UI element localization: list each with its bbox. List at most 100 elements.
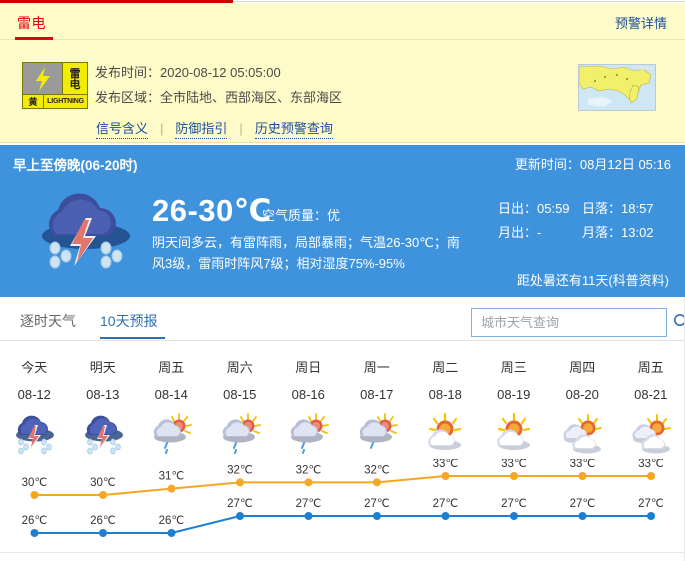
high-temp-point[interactable] bbox=[167, 484, 176, 493]
alert-detail-link[interactable]: 预警详情 bbox=[614, 16, 667, 31]
top-red-accent bbox=[0, 0, 233, 3]
alert-links: 信号含义 | 防御指引 | 历史预警查询 bbox=[96, 118, 333, 139]
high-temp-point[interactable] bbox=[373, 478, 381, 487]
low-temp-point[interactable] bbox=[236, 512, 244, 520]
high-temp-point[interactable] bbox=[304, 478, 313, 487]
sun-two-clouds-icon bbox=[559, 413, 605, 459]
sun-behind-cloud-icon bbox=[491, 413, 537, 459]
alert-panel: 雷电 预警详情 bbox=[0, 3, 685, 143]
low-temp-point[interactable] bbox=[510, 512, 518, 520]
day-name: 今天 bbox=[21, 360, 48, 375]
link-defense-guide[interactable]: 防御指引 bbox=[175, 118, 228, 139]
forecast-day-4[interactable]: 周日 08-16 bbox=[274, 349, 343, 459]
summary-description: 阴天间多云，有雷阵雨，局部暴雨；气温26-30℃；南风3级，雷雨时阵风7级；相对… bbox=[152, 235, 460, 271]
alert-issue-area: 发布区域：全市陆地、西部海区、东部海区 bbox=[95, 90, 343, 105]
high-temp-point[interactable] bbox=[30, 491, 39, 499]
lightning-bolt-icon bbox=[23, 63, 63, 94]
forecast-day-3[interactable]: 周六 08-15 bbox=[206, 349, 275, 459]
forecast-day-2[interactable]: 周五 08-14 bbox=[137, 349, 206, 459]
day-date: 08-14 bbox=[154, 387, 188, 402]
low-temp-point[interactable] bbox=[647, 512, 655, 520]
summary-period-title: 早上至傍晚(06-20时) bbox=[13, 158, 138, 173]
high-temp-label: 33℃ bbox=[638, 459, 664, 470]
temperature-chart: 30℃ 30℃ 31℃ 32℃ 32℃ 32℃ 33℃ 33℃ 33℃ 33℃ 26℃ 26℃ 26℃ 2… bbox=[0, 459, 685, 551]
alert-tab-underline bbox=[15, 37, 53, 40]
day-name: 明天 bbox=[89, 360, 116, 375]
badge-cn-line2: 电 bbox=[69, 77, 81, 91]
high-temp-point[interactable] bbox=[236, 478, 244, 487]
low-temp-point[interactable] bbox=[99, 529, 107, 537]
region-map-thumbnail[interactable] bbox=[578, 64, 656, 111]
forecast-day-0[interactable]: 今天 08-12 bbox=[0, 349, 69, 459]
tab-ten-day-forecast[interactable]: 10天预报 bbox=[100, 313, 158, 329]
thunderstorm-rain-icon bbox=[32, 192, 136, 279]
low-temp-point[interactable] bbox=[167, 529, 176, 537]
high-temp-point[interactable] bbox=[510, 472, 518, 480]
forecast-day-7[interactable]: 周三 08-19 bbox=[480, 349, 549, 459]
day-date: 08-19 bbox=[497, 387, 531, 402]
day-date: 08-20 bbox=[565, 387, 599, 402]
day-date: 08-17 bbox=[360, 387, 394, 402]
high-temp-label: 32℃ bbox=[296, 464, 322, 476]
low-temp-label: 27℃ bbox=[501, 498, 527, 510]
low-temp-label: 27℃ bbox=[638, 498, 664, 510]
alert-issue-time: 发布时间：2020-08-12 05:05:00 bbox=[95, 65, 281, 80]
tab-hourly-weather[interactable]: 逐时天气 bbox=[20, 313, 76, 329]
high-temp-point[interactable] bbox=[647, 472, 655, 480]
badge-bottom: 黄 LIGHTNING bbox=[23, 94, 87, 108]
city-search-box[interactable] bbox=[471, 308, 685, 337]
low-temp-label: 27℃ bbox=[296, 498, 322, 510]
link-signal-meaning[interactable]: 信号含义 bbox=[96, 118, 149, 139]
day-date: 08-13 bbox=[86, 387, 120, 402]
high-temp-label: 33℃ bbox=[501, 459, 527, 470]
low-temp-point[interactable] bbox=[304, 512, 313, 520]
lightning-warning-badge[interactable]: 雷 电 黄 LIGHTNING bbox=[22, 62, 88, 109]
high-temp-point[interactable] bbox=[441, 472, 450, 480]
high-temp-label: 30℃ bbox=[22, 477, 48, 489]
high-temp-label: 32℃ bbox=[227, 464, 253, 476]
day-date: 08-15 bbox=[223, 387, 257, 402]
search-input[interactable] bbox=[472, 309, 666, 336]
search-button[interactable] bbox=[666, 309, 685, 336]
sun-cloud-rain-icon bbox=[285, 413, 331, 459]
high-temp-point[interactable] bbox=[99, 491, 107, 499]
day-name: 周六 bbox=[226, 360, 253, 375]
thunderstorm-rain-icon bbox=[11, 413, 57, 459]
link-separator-1: | bbox=[160, 121, 164, 136]
low-temp-label: 26℃ bbox=[22, 515, 48, 527]
moonrise-label: 月出：- bbox=[498, 225, 542, 240]
badge-cn-line1: 雷 bbox=[69, 66, 81, 80]
link-history-query[interactable]: 历史预警查询 bbox=[254, 118, 333, 139]
forecast-day-8[interactable]: 周四 08-20 bbox=[548, 349, 617, 459]
high-temp-label: 33℃ bbox=[433, 459, 459, 470]
forecast-day-9[interactable]: 周五 08-21 bbox=[617, 349, 685, 459]
high-temp-label: 30℃ bbox=[90, 477, 116, 489]
sunrise-label: 日出：05:59 bbox=[498, 201, 570, 216]
active-tab-underline bbox=[100, 337, 165, 339]
low-temp-label: 27℃ bbox=[364, 498, 390, 510]
sun-cloud-rain-icon bbox=[148, 413, 194, 459]
day-date: 08-12 bbox=[17, 387, 51, 402]
low-temp-point[interactable] bbox=[30, 529, 39, 537]
low-temp-line bbox=[34, 515, 651, 534]
moon-row: 月出：- 月落：13:02 bbox=[498, 221, 654, 245]
day-name: 周日 bbox=[295, 360, 322, 375]
badge-top: 雷 电 bbox=[23, 63, 87, 94]
high-temp-point[interactable] bbox=[578, 472, 587, 480]
low-temp-point[interactable] bbox=[578, 512, 587, 520]
low-temp-point[interactable] bbox=[441, 512, 450, 520]
forecast-day-5[interactable]: 周一 08-17 bbox=[343, 349, 412, 459]
alert-tab-thunder[interactable]: 雷电 bbox=[17, 15, 46, 31]
forecast-day-1[interactable]: 明天 08-13 bbox=[69, 349, 138, 459]
day-name: 周四 bbox=[569, 360, 596, 375]
sun-behind-cloud-icon bbox=[422, 413, 468, 459]
sun-two-clouds-icon bbox=[628, 413, 674, 459]
low-temp-point[interactable] bbox=[373, 512, 381, 520]
badge-grade-label: 黄 bbox=[23, 95, 44, 108]
day-date: 08-21 bbox=[634, 387, 668, 402]
sunset-label: 日落：18:57 bbox=[582, 201, 654, 216]
day-name: 周二 bbox=[432, 360, 459, 375]
solar-term-countdown[interactable]: 距处暑还有11天(科普资料) bbox=[516, 273, 669, 288]
forecast-day-6[interactable]: 周二 08-18 bbox=[411, 349, 480, 459]
temperature-chart-svg: 30℃ 30℃ 31℃ 32℃ 32℃ 32℃ 33℃ 33℃ 33℃ 33℃ 26℃ 26℃ 26℃ 2… bbox=[22, 459, 664, 537]
